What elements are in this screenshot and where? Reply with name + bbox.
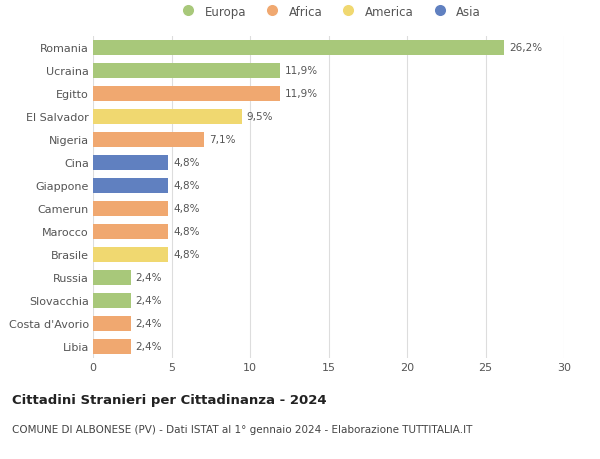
Text: 2,4%: 2,4% xyxy=(136,273,162,283)
Text: 11,9%: 11,9% xyxy=(284,66,317,76)
Text: 2,4%: 2,4% xyxy=(136,319,162,329)
Bar xyxy=(93,270,131,285)
Bar xyxy=(93,87,280,101)
Text: 4,8%: 4,8% xyxy=(173,181,200,191)
Text: 9,5%: 9,5% xyxy=(247,112,274,122)
Text: 7,1%: 7,1% xyxy=(209,135,236,145)
Text: 4,8%: 4,8% xyxy=(173,227,200,237)
Bar xyxy=(93,293,131,308)
Text: 4,8%: 4,8% xyxy=(173,250,200,260)
Bar xyxy=(93,110,242,124)
Text: 4,8%: 4,8% xyxy=(173,204,200,214)
Bar xyxy=(93,133,205,147)
Bar xyxy=(93,202,169,216)
Bar xyxy=(93,156,169,170)
Text: 26,2%: 26,2% xyxy=(509,43,542,53)
Bar xyxy=(93,41,505,56)
Legend: Europa, Africa, America, Asia: Europa, Africa, America, Asia xyxy=(172,1,485,23)
Bar xyxy=(93,224,169,239)
Text: 2,4%: 2,4% xyxy=(136,341,162,352)
Text: COMUNE DI ALBONESE (PV) - Dati ISTAT al 1° gennaio 2024 - Elaborazione TUTTITALI: COMUNE DI ALBONESE (PV) - Dati ISTAT al … xyxy=(12,424,472,434)
Bar xyxy=(93,64,280,78)
Text: 2,4%: 2,4% xyxy=(136,296,162,306)
Bar xyxy=(93,247,169,262)
Bar xyxy=(93,339,131,354)
Text: 11,9%: 11,9% xyxy=(284,89,317,99)
Text: Cittadini Stranieri per Cittadinanza - 2024: Cittadini Stranieri per Cittadinanza - 2… xyxy=(12,393,326,406)
Bar xyxy=(93,179,169,193)
Bar xyxy=(93,316,131,331)
Text: 4,8%: 4,8% xyxy=(173,158,200,168)
